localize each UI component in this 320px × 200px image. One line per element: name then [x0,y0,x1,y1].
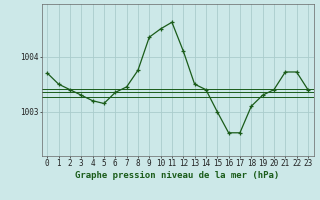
X-axis label: Graphe pression niveau de la mer (hPa): Graphe pression niveau de la mer (hPa) [76,171,280,180]
